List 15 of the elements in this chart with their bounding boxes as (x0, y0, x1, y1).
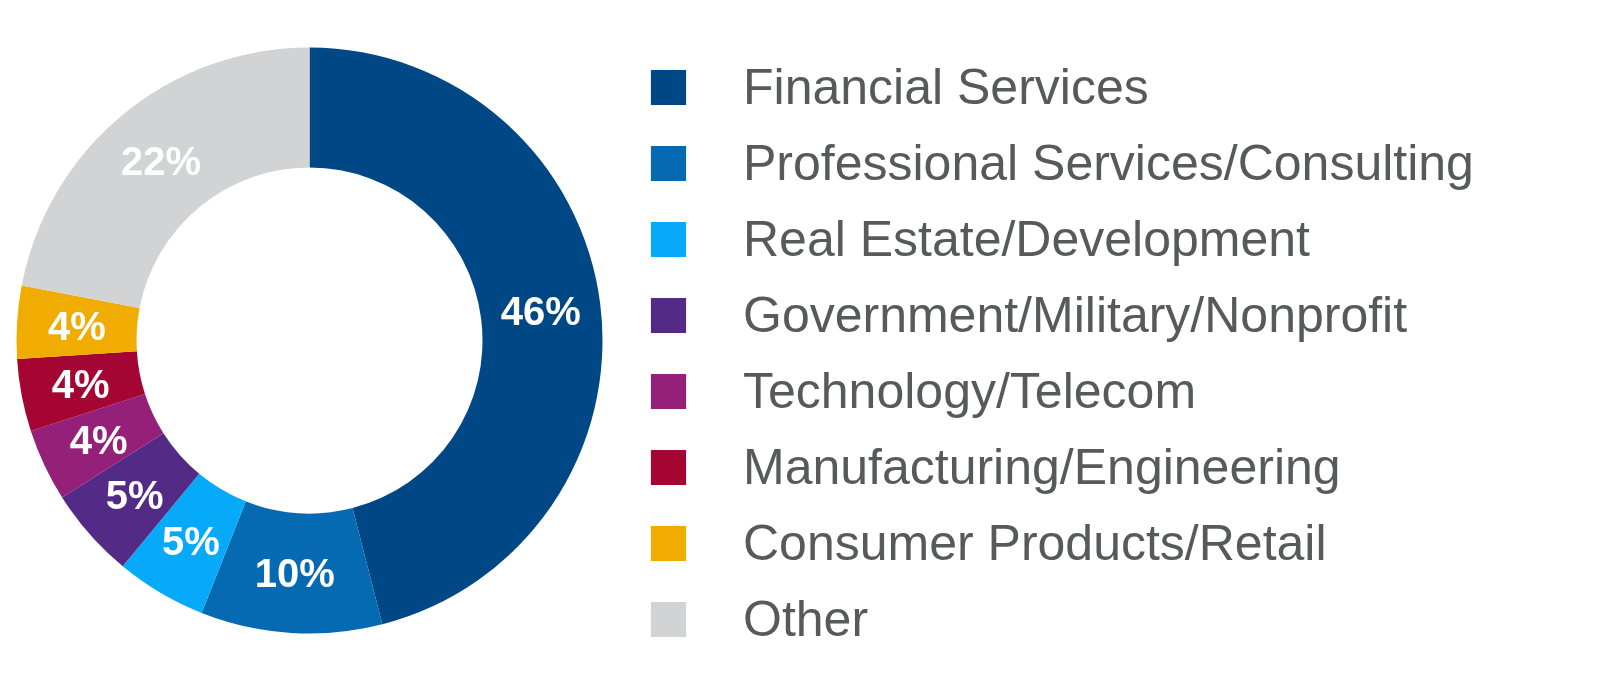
legend-label: Technology/Telecom (743, 362, 1197, 420)
data-label: 4% (48, 303, 106, 348)
data-label: 4% (69, 417, 128, 462)
legend-label: Professional Services/Consulting (743, 134, 1474, 192)
data-label: 46% (500, 289, 581, 334)
legend-label: Government/Military/Nonprofit (743, 286, 1408, 344)
legend-label: Consumer Products/Retail (743, 514, 1327, 572)
data-label: 5% (105, 472, 164, 517)
data-label: 4% (51, 362, 110, 407)
data-label: 5% (161, 519, 220, 564)
legend-label: Real Estate/Development (743, 210, 1310, 268)
legend-label: Other (743, 590, 869, 648)
legend-label: Manufacturing/Engineering (743, 438, 1341, 496)
data-label: 10% (254, 551, 335, 596)
legend-label: Financial Services (743, 58, 1149, 116)
